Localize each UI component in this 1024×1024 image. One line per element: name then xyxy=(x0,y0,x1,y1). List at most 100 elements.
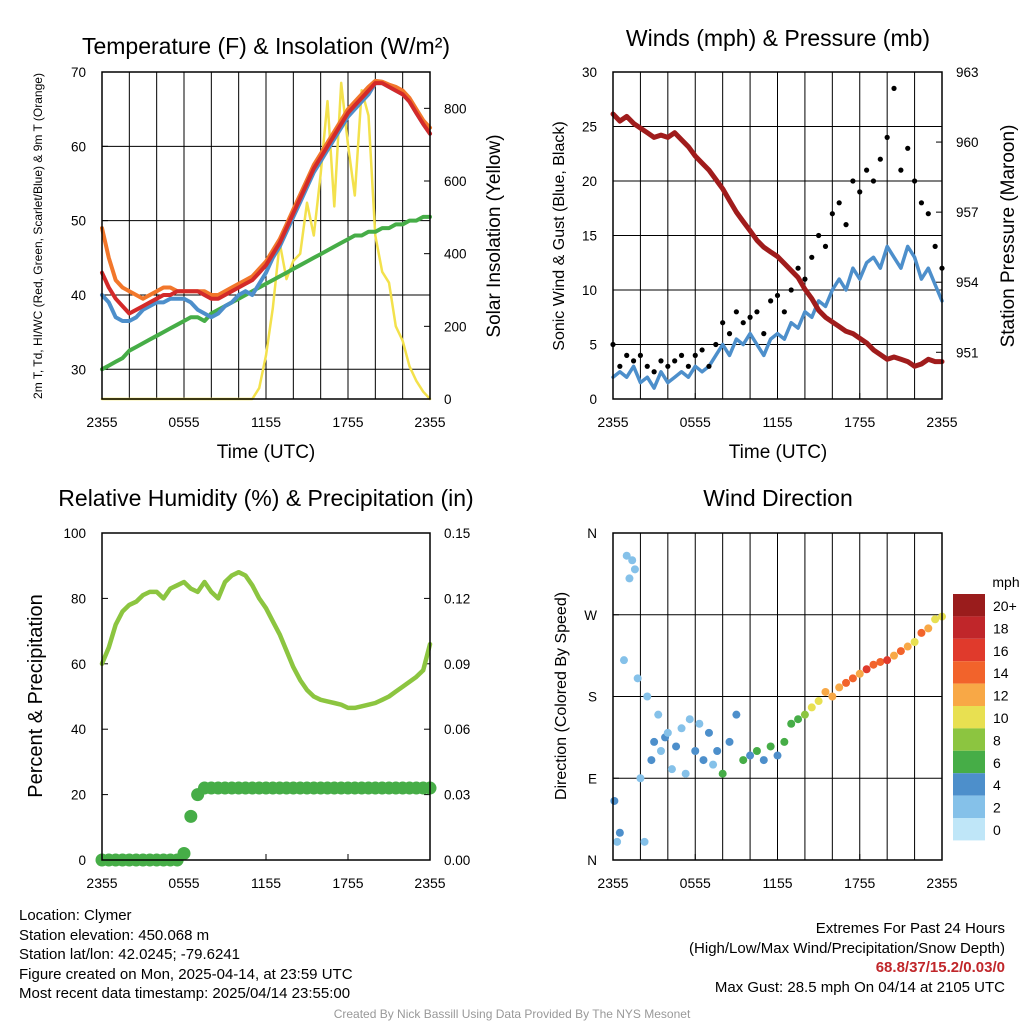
precip-point xyxy=(184,809,198,823)
y-tick-label: 25 xyxy=(582,120,597,135)
chart-title: Relative Humidity (%) & Precipitation (i… xyxy=(58,485,473,511)
direction-point xyxy=(704,728,713,737)
y-tick-label: 0 xyxy=(78,853,86,868)
direction-point xyxy=(890,651,899,660)
gust-point xyxy=(877,156,883,162)
gust-point xyxy=(720,320,726,326)
x-tick-label: 0555 xyxy=(680,875,711,891)
gust-point xyxy=(911,178,918,184)
direction-point xyxy=(656,747,665,755)
y2-tick-label: 0.03 xyxy=(444,788,470,803)
x-tick-label: 0555 xyxy=(168,414,199,430)
gust-point xyxy=(754,309,760,315)
direction-point xyxy=(780,737,789,746)
y-tick-label: 0 xyxy=(589,392,597,407)
y-tick-label: 40 xyxy=(71,722,86,737)
chart-title: Temperature (F) & Insolation (W/m²) xyxy=(82,33,450,59)
y-tick-label: 60 xyxy=(71,657,86,672)
x-tick-label: 2355 xyxy=(414,414,445,430)
gust-point xyxy=(761,331,767,337)
gust-point xyxy=(829,211,835,217)
gust-point xyxy=(747,314,753,320)
direction-point xyxy=(896,647,905,656)
direction-point xyxy=(640,837,649,846)
direction-point xyxy=(622,551,631,560)
gust-point xyxy=(726,331,733,337)
direction-point xyxy=(718,769,727,778)
y-axis-label: 2m T, Td, HI/WC (Red, Green, Scarlet/Blu… xyxy=(31,73,45,399)
x-tick-label: 2355 xyxy=(926,875,957,891)
x-tick-label: 1155 xyxy=(251,414,281,430)
chart-title: Winds (mph) & Pressure (mb) xyxy=(626,25,930,51)
colorbar-swatch xyxy=(953,773,985,796)
direction-point xyxy=(725,737,734,746)
direction-point xyxy=(633,674,642,683)
direction-point xyxy=(709,760,718,769)
y-tick-label: S xyxy=(588,690,597,705)
direction-point xyxy=(752,747,761,755)
y-tick-label: 20 xyxy=(582,174,597,189)
y-tick-label: W xyxy=(584,608,597,623)
y2-tick-label: 400 xyxy=(444,247,467,262)
precip-point xyxy=(177,846,191,860)
gust-point xyxy=(624,352,630,358)
gust-point xyxy=(678,352,685,358)
direction-point xyxy=(842,678,851,687)
temperature-panel: 2355 0555 1155 1755 2355 30 40 50 60 70 0 200 400 600… xyxy=(31,33,505,463)
x-tick-label: 2355 xyxy=(597,414,628,430)
direction-point xyxy=(821,687,830,696)
direction-point xyxy=(924,624,933,633)
gust-point xyxy=(857,189,863,195)
gust-point xyxy=(891,85,897,91)
station-latlon: Station lat/lon: 42.0245; -79.6241 xyxy=(19,946,241,963)
series-relative-humidity xyxy=(99,569,433,711)
y-tick-label: 20 xyxy=(71,788,86,803)
direction-point xyxy=(746,751,755,760)
gust-point xyxy=(788,287,794,293)
gust-point xyxy=(713,341,719,348)
direction-point xyxy=(739,756,748,765)
series-2m-t xyxy=(100,81,432,316)
direction-point xyxy=(647,756,656,765)
direction-point xyxy=(910,638,919,646)
y-tick-label: 80 xyxy=(71,591,86,606)
direction-point xyxy=(643,692,652,701)
y2-tick-label: 800 xyxy=(444,101,467,116)
x-axis-label: Time (UTC) xyxy=(217,442,316,463)
y-tick-label: 10 xyxy=(582,283,597,298)
gust-point xyxy=(822,243,829,249)
y2-axis-label: Solar Insolation (Yellow) xyxy=(484,134,505,337)
direction-point xyxy=(677,724,686,733)
direction-point xyxy=(862,665,871,674)
gust-point xyxy=(637,352,644,358)
gust-point xyxy=(692,352,698,358)
direction-point xyxy=(800,710,809,719)
y2-tick-label: 963 xyxy=(956,65,979,80)
plot-border xyxy=(101,532,431,861)
direction-point xyxy=(691,747,700,755)
y2-axis-label: Station Pressure (Maroon) xyxy=(998,125,1019,348)
y2-tick-label: 0.09 xyxy=(444,657,470,672)
y-axis-label: Percent & Precipitation xyxy=(25,594,47,797)
direction-point xyxy=(628,556,637,565)
chart-title: Wind Direction xyxy=(703,485,853,511)
direction-point xyxy=(613,837,622,846)
gust-point xyxy=(925,211,931,217)
y-axis-label: Direction (Colored By Speed) xyxy=(553,592,570,800)
gust-point xyxy=(685,363,691,369)
colorbar-label: 20+ xyxy=(993,598,1017,614)
direction-point xyxy=(766,742,775,751)
y2-tick-label: 0.15 xyxy=(444,526,470,541)
direction-point xyxy=(732,710,741,719)
y-tick-label: 5 xyxy=(589,338,597,353)
gust-point xyxy=(836,200,842,206)
gust-point xyxy=(870,178,877,184)
plot-border xyxy=(101,71,431,400)
gust-point xyxy=(630,358,637,364)
direction-point xyxy=(713,747,722,755)
gust-point xyxy=(774,292,781,299)
colorbar-label: 16 xyxy=(993,643,1009,659)
y2-tick-label: 957 xyxy=(956,205,979,220)
x-tick-label: 1755 xyxy=(844,414,875,430)
gust-point xyxy=(795,265,801,271)
